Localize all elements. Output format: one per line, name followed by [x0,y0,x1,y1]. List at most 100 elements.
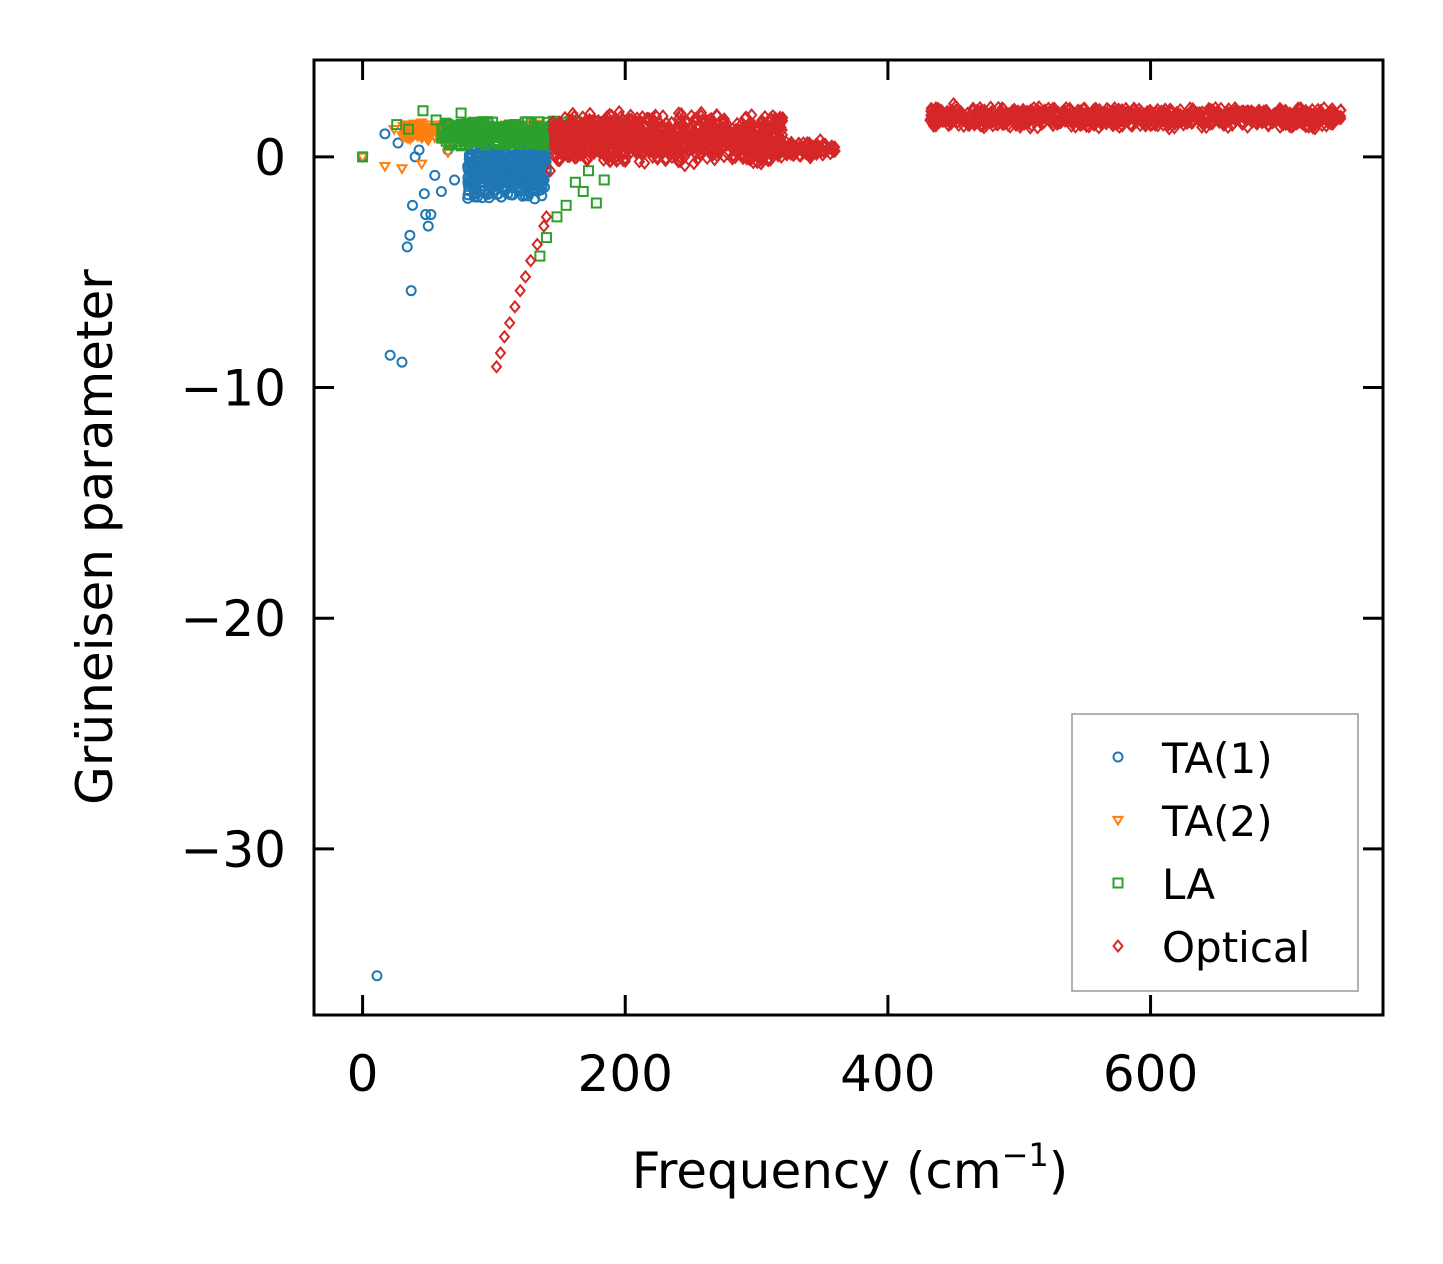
data-point-optical [992,100,1005,115]
data-point-optical [1207,103,1219,118]
data-point-optical [695,105,708,120]
data-point-optical [1150,114,1162,129]
data-point-optical [695,128,707,143]
data-point-la [582,165,594,177]
data-point-optical [563,121,576,136]
data-point-optical [1069,112,1082,127]
data-point-ta2 [415,159,428,171]
data-point-optical [547,126,560,141]
data-point-optical [1055,115,1067,130]
data-point-ta1 [420,209,432,221]
data-point-optical [600,141,613,156]
data-point-ta1 [418,188,430,200]
data-point-ta1 [513,173,525,185]
data-point-optical [624,108,637,123]
data-point-optical [1252,105,1264,120]
data-point-optical [688,156,700,171]
data-point-optical [509,299,521,314]
data-point-optical [582,125,595,140]
data-point-ta1 [492,180,504,192]
data-point-optical [621,136,634,151]
data-point-optical [656,118,668,133]
x-tick-label: 200 [578,1045,673,1103]
data-point-optical [1064,101,1076,116]
data-point-optical [581,153,593,168]
data-point-ta2 [356,152,369,164]
data-point-optical [1289,113,1301,128]
data-point-optical [1079,108,1092,123]
data-point-optical [650,125,663,140]
data-point-ta1 [476,192,488,204]
x-axis-title-superscript: −1 [1002,1136,1049,1174]
data-point-ta1 [462,160,474,172]
data-point-optical [544,163,557,178]
data-point-optical [503,316,516,330]
data-point-optical [736,131,749,146]
data-point-la [357,151,369,163]
data-point-ta2 [410,127,424,138]
data-point-optical [1266,113,1279,128]
data-point-ta1 [469,191,481,203]
data-point-ta1 [371,970,383,982]
data-point-optical [601,122,614,137]
data-point-optical [807,146,820,160]
data-point-optical [1048,101,1061,116]
data-point-optical [948,110,960,125]
data-point-optical [565,130,578,144]
data-point-optical [678,150,690,165]
data-point-optical [641,111,654,126]
data-point-optical [649,108,662,123]
data-point-optical [714,127,727,142]
data-point-la [464,119,476,131]
data-point-optical [524,253,537,268]
data-point-la [443,139,455,151]
data-point-la [577,185,589,197]
data-point-optical [762,119,775,134]
data-point-optical [726,135,739,150]
data-point-optical [1083,119,1095,134]
legend-marker-ta2 [1111,815,1125,827]
data-point-optical [607,148,619,163]
data-point-ta1 [491,159,503,171]
data-point-optical [974,100,986,115]
data-point-optical [631,117,643,132]
data-point-la [459,122,471,134]
data-point-la [417,105,429,117]
data-point-optical [730,140,742,155]
data-point-optical [771,138,783,153]
data-point-optical [985,108,997,123]
data-point-optical [1076,117,1088,132]
y-axis-title: Grüneisen parameter [66,269,124,805]
data-point-ta1 [384,349,396,361]
data-point-optical [604,131,617,146]
data-point-optical [1165,103,1177,118]
data-point-optical [519,269,532,284]
data-point-ta1 [468,181,480,193]
data-point-ta1 [527,174,539,186]
series-optical [490,96,1347,374]
data-point-optical [742,121,754,136]
data-point-optical [1035,117,1048,132]
data-point-optical [784,140,796,155]
data-point-ta2 [395,164,409,175]
data-point-optical [596,119,609,133]
data-point-ta1 [517,190,529,202]
data-point-la [430,114,442,126]
data-point-optical [673,117,685,131]
data-point-optical [553,115,566,130]
data-point-optical [672,106,685,121]
data-point-optical [699,130,711,145]
data-point-optical [1286,119,1299,133]
data-point-optical [1316,107,1329,122]
data-point-optical [614,125,627,139]
data-point-optical [638,134,651,149]
data-point-optical [555,125,568,140]
data-point-optical [1179,108,1191,123]
data-point-optical [676,137,689,152]
data-point-optical [1325,115,1338,130]
data-point-optical [1051,114,1064,129]
data-point-optical [745,108,758,122]
data-point-optical [1204,116,1217,131]
data-point-optical [742,119,755,134]
data-point-optical [827,144,840,159]
